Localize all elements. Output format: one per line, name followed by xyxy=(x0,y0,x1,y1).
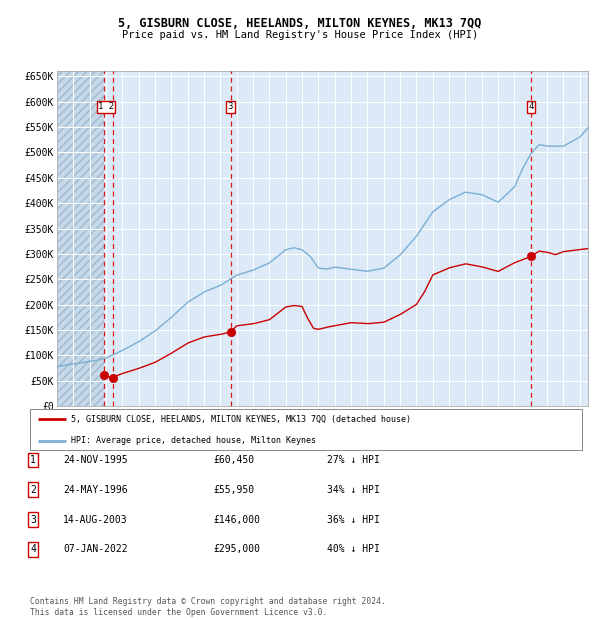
Bar xyxy=(57,71,104,406)
Text: 27% ↓ HPI: 27% ↓ HPI xyxy=(327,455,380,465)
Text: 4: 4 xyxy=(30,544,36,554)
Text: 24-NOV-1995: 24-NOV-1995 xyxy=(63,455,128,465)
Text: HPI: Average price, detached house, Milton Keynes: HPI: Average price, detached house, Milt… xyxy=(71,436,316,445)
Text: £55,950: £55,950 xyxy=(213,485,254,495)
Text: 4: 4 xyxy=(529,102,534,112)
Text: 5, GISBURN CLOSE, HEELANDS, MILTON KEYNES, MK13 7QQ (detached house): 5, GISBURN CLOSE, HEELANDS, MILTON KEYNE… xyxy=(71,415,412,424)
Text: 1: 1 xyxy=(30,455,36,465)
Bar xyxy=(57,71,104,406)
Text: 5, GISBURN CLOSE, HEELANDS, MILTON KEYNES, MK13 7QQ: 5, GISBURN CLOSE, HEELANDS, MILTON KEYNE… xyxy=(118,17,482,30)
Text: 14-AUG-2003: 14-AUG-2003 xyxy=(63,515,128,525)
Text: 1 2: 1 2 xyxy=(98,102,114,112)
Text: 2: 2 xyxy=(30,485,36,495)
Text: 3: 3 xyxy=(30,515,36,525)
Text: 36% ↓ HPI: 36% ↓ HPI xyxy=(327,515,380,525)
Text: £60,450: £60,450 xyxy=(213,455,254,465)
Text: Contains HM Land Registry data © Crown copyright and database right 2024.
This d: Contains HM Land Registry data © Crown c… xyxy=(30,598,386,617)
Text: £146,000: £146,000 xyxy=(213,515,260,525)
Text: £295,000: £295,000 xyxy=(213,544,260,554)
Text: 24-MAY-1996: 24-MAY-1996 xyxy=(63,485,128,495)
Text: 34% ↓ HPI: 34% ↓ HPI xyxy=(327,485,380,495)
Text: 3: 3 xyxy=(228,102,233,112)
Text: 07-JAN-2022: 07-JAN-2022 xyxy=(63,544,128,554)
Text: Price paid vs. HM Land Registry's House Price Index (HPI): Price paid vs. HM Land Registry's House … xyxy=(122,30,478,40)
Text: 40% ↓ HPI: 40% ↓ HPI xyxy=(327,544,380,554)
